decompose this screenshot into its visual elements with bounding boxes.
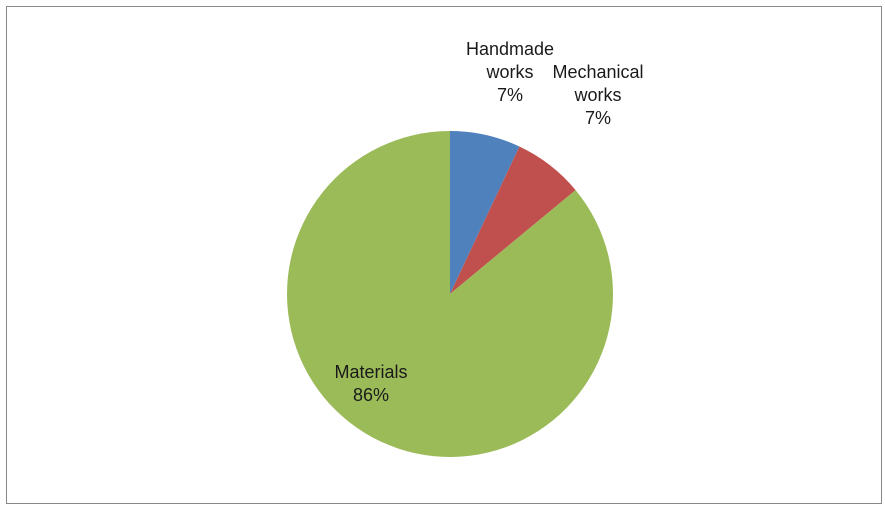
pie-slice-mechanical-works <box>450 146 576 294</box>
pie-slice-handmade-works <box>450 131 520 294</box>
data-label-materials: Materials 86% <box>334 362 407 405</box>
data-label-handmade-works: Handmade works 7% <box>466 39 554 105</box>
pie-slice-materials <box>286 130 613 457</box>
pie-slices <box>286 130 613 457</box>
data-label-mechanical-works: Mechanical works 7% <box>552 62 643 128</box>
pie-labels: Handmade works 7%Mechanical works 7% Material… <box>334 39 643 405</box>
